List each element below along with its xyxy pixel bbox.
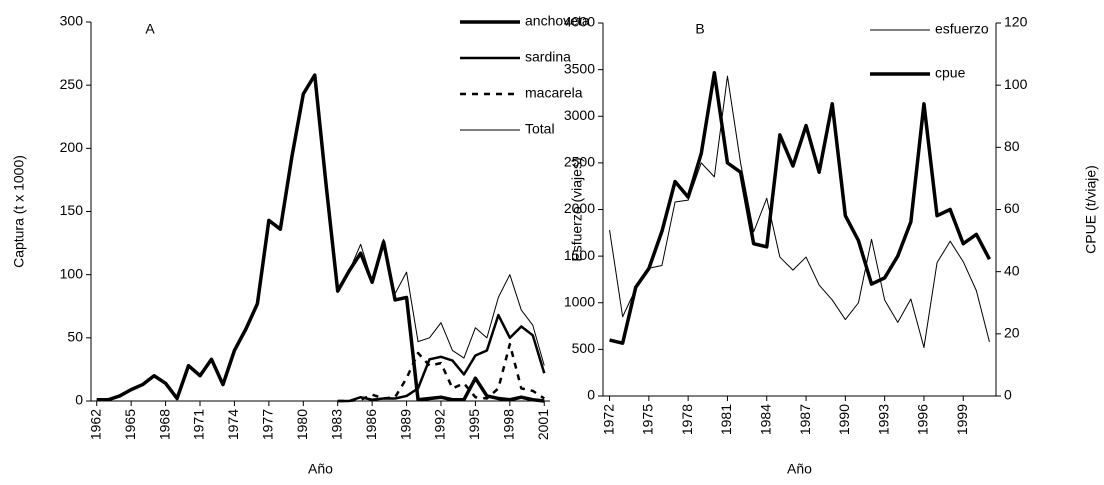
x-tick-label: 2001 xyxy=(535,409,551,440)
data-line xyxy=(609,70,991,345)
legend-label: Total xyxy=(525,121,555,137)
y2-tick-label: 0 xyxy=(1004,387,1012,403)
legend-label: cpue xyxy=(935,65,966,81)
x-tick-label: 1975 xyxy=(640,404,656,435)
y-tick-label: 2500 xyxy=(564,154,595,170)
y-tick-label: 100 xyxy=(60,265,84,281)
x-tick-label: 1999 xyxy=(954,404,970,435)
y-tick-label: 0 xyxy=(587,387,595,403)
y2-tick-label: 60 xyxy=(1004,200,1020,216)
x-tick-label: 1993 xyxy=(875,404,891,435)
y2-tick-label: 20 xyxy=(1004,325,1020,341)
x-tick-label: 1974 xyxy=(225,409,241,440)
y-tick-label: 300 xyxy=(60,13,84,29)
y-tick-label: 50 xyxy=(67,329,83,345)
x-tick-label: 1981 xyxy=(718,404,734,435)
x-tick-label: 1978 xyxy=(679,404,695,435)
x-tick-label: 1992 xyxy=(432,409,448,440)
x-tick-label: 1972 xyxy=(600,404,616,435)
x-tick-label: 1987 xyxy=(797,404,813,435)
y-tick-label: 3000 xyxy=(564,107,595,123)
y2-tick-label: 100 xyxy=(1004,76,1028,92)
data-line xyxy=(96,73,545,403)
x-tick-label: 1980 xyxy=(294,409,310,440)
legend-label: esfuerzo xyxy=(935,21,989,37)
x-tick-label: 1965 xyxy=(122,409,138,440)
legend-label: sardina xyxy=(525,49,571,65)
data-line xyxy=(337,313,546,403)
y2-tick-label: 120 xyxy=(1004,14,1028,30)
x-tick-label: 1998 xyxy=(501,409,517,440)
y2-tick-label: 40 xyxy=(1004,262,1020,278)
y-tick-label: 150 xyxy=(60,202,84,218)
x-tick-label: 1989 xyxy=(397,409,413,440)
x-tick-label: 1986 xyxy=(363,409,379,440)
x-tick-label: 1990 xyxy=(836,404,852,435)
y-tick-label: 200 xyxy=(60,139,84,155)
x-axis-label: Año xyxy=(308,461,333,477)
x-tick-label: 1983 xyxy=(328,409,344,440)
x-tick-label: 1984 xyxy=(757,404,773,435)
y-tick-label: 1000 xyxy=(564,293,595,309)
y-tick-label: 2000 xyxy=(564,200,595,216)
y-axis-label: Esfuerzo (viajes) xyxy=(569,157,585,261)
x-tick-label: 1962 xyxy=(87,409,103,440)
panel-label: B xyxy=(695,21,704,37)
x-tick-label: 1996 xyxy=(915,404,931,435)
legend-label: macarela xyxy=(525,85,583,101)
y-tick-label: 1500 xyxy=(564,247,595,263)
y2-tick-label: 80 xyxy=(1004,138,1020,154)
y-tick-label: 3500 xyxy=(564,60,595,76)
y-tick-label: 500 xyxy=(572,340,596,356)
data-line xyxy=(609,75,990,349)
y-axis-label: Captura (t x 1000) xyxy=(11,155,27,268)
panel-label: A xyxy=(145,21,155,37)
x-tick-label: 1995 xyxy=(466,409,482,440)
x-tick-label: 1971 xyxy=(191,409,207,440)
x-tick-label: 1968 xyxy=(156,409,172,440)
data-line xyxy=(96,74,545,401)
legend-label: anchoveta xyxy=(525,13,590,29)
x-tick-label: 1977 xyxy=(260,409,276,440)
y2-axis-label: CPUE (t/viaje) xyxy=(1083,165,1099,254)
data-line xyxy=(337,342,545,403)
y-tick-label: 0 xyxy=(75,392,83,408)
x-axis-label: Año xyxy=(787,461,812,477)
y-tick-label: 4000 xyxy=(564,14,595,30)
y-tick-label: 250 xyxy=(60,76,84,92)
